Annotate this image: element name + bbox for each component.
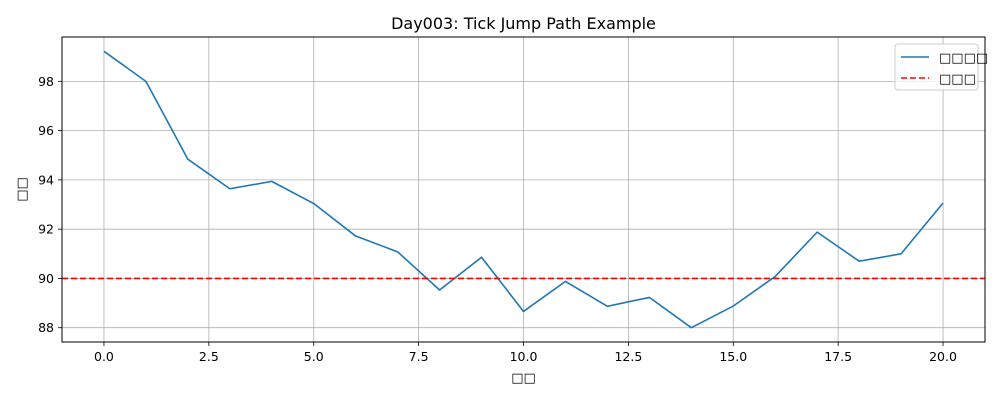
y-tick-label: 88 (38, 320, 54, 335)
ticks: 0.0 2.5 5.0 7.5 10.0 12.5 15.0 17.5 20.0 88 90 92 94… (38, 74, 957, 364)
x-tick-label: 0.0 (94, 349, 114, 364)
x-tick-label: 10.0 (510, 349, 538, 364)
x-tick-label: 17.5 (824, 349, 852, 364)
series-line (103, 50, 944, 329)
x-tick-label: 5.0 (304, 349, 324, 364)
x-tick-label: 2.5 (199, 349, 219, 364)
y-axis-label: □□ (15, 177, 30, 202)
y-tick-label: 90 (38, 271, 54, 286)
chart-title: Day003: Tick Jump Path Example (391, 14, 656, 33)
legend-label-reference: □□□ (939, 72, 976, 87)
y-tick-label: 94 (38, 172, 54, 187)
y-tick-label: 96 (38, 123, 54, 138)
x-axis-label: □□ (511, 371, 536, 386)
legend: □□□□ □□□ (894, 43, 988, 91)
y-tick-label: 92 (38, 222, 54, 237)
x-tick-label: 20.0 (929, 349, 957, 364)
x-tick-label: 15.0 (719, 349, 747, 364)
x-tick-label: 7.5 (409, 349, 429, 364)
x-tick-label: 12.5 (614, 349, 642, 364)
legend-label-price: □□□□ (939, 51, 988, 66)
grid (62, 37, 985, 342)
y-tick-label: 98 (38, 74, 54, 89)
series-layer (62, 50, 985, 329)
